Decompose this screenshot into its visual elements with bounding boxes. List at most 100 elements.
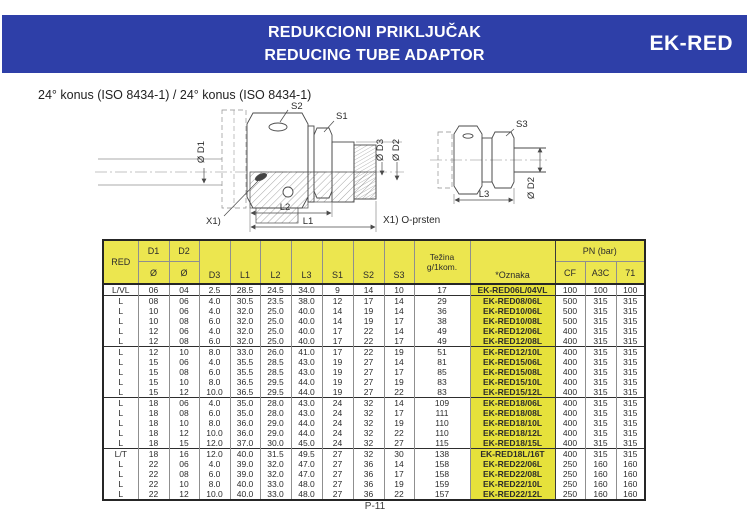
s2-label: S2 bbox=[291, 101, 303, 112]
cell-l3: 34.0 bbox=[290, 284, 323, 296]
cell-tezina: 158 bbox=[413, 459, 471, 469]
cell-oznaka: EK-RED15/08L bbox=[469, 367, 556, 377]
table-row: L 22 10 8.0 40.0 33.0 48.0 27 36 19 159 EK-RED22/10… bbox=[102, 479, 646, 489]
cell-tezina: 111 bbox=[413, 408, 471, 418]
cell-cf: 400 bbox=[554, 448, 586, 459]
cell-d1: 18 bbox=[137, 428, 170, 438]
l2-dim-label: L2 bbox=[280, 202, 291, 213]
cell-s1: 17 bbox=[321, 326, 354, 336]
cell-tezina: 158 bbox=[413, 469, 471, 479]
cell-d3: 6.0 bbox=[198, 367, 231, 377]
cell-a3c: 315 bbox=[584, 448, 617, 459]
cell-red: L bbox=[102, 295, 139, 306]
cell-l2: 33.0 bbox=[259, 479, 292, 489]
cell-d2: 10 bbox=[168, 479, 200, 489]
table-row: L 12 10 8.0 33.0 26.0 41.0 17 22 19 51 EK-RED12/10L… bbox=[102, 346, 646, 357]
cell-l1: 36.5 bbox=[229, 377, 261, 387]
cell-s2: 36 bbox=[352, 479, 385, 489]
table-row: L 22 06 4.0 39.0 32.0 47.0 27 36 14 158 EK-RED22/06… bbox=[102, 459, 646, 469]
col-header-s1: S1 bbox=[321, 240, 354, 284]
cell-a3c: 315 bbox=[584, 438, 617, 449]
table-row: L 15 08 6.0 35.5 28.5 43.0 19 27 17 85 EK-RED15/08L… bbox=[102, 367, 646, 377]
cell-cf: 400 bbox=[554, 387, 586, 398]
o-ring bbox=[254, 172, 268, 182]
cell-oznaka: EK-RED10/08L bbox=[469, 316, 556, 326]
header-bar: REDUKCIONI PRIKLJUČAK REDUCING TUBE ADAP… bbox=[2, 15, 747, 73]
cell-d1: 10 bbox=[137, 306, 170, 316]
cell-pn71: 315 bbox=[615, 408, 646, 418]
cell-cf: 250 bbox=[554, 469, 586, 479]
cell-d1: 22 bbox=[137, 469, 170, 479]
cell-oznaka: EK-RED08/06L bbox=[469, 295, 556, 306]
cell-l2: 29.5 bbox=[259, 387, 292, 398]
cell-l1: 36.0 bbox=[229, 428, 261, 438]
s3-label: S3 bbox=[516, 119, 528, 130]
cell-s3: 17 bbox=[383, 469, 415, 479]
cell-d1: 18 bbox=[137, 408, 170, 418]
cell-oznaka: EK-RED15/06L bbox=[469, 357, 556, 367]
cell-cf: 250 bbox=[554, 459, 586, 469]
cell-s2: 32 bbox=[352, 408, 385, 418]
cell-l1: 40.0 bbox=[229, 448, 261, 459]
cell-d2: 06 bbox=[168, 357, 200, 367]
cell-red: L bbox=[102, 336, 139, 347]
cell-s1: 14 bbox=[321, 306, 354, 316]
cell-oznaka: EK-RED18/10L bbox=[469, 418, 556, 428]
product-code: EK-RED bbox=[649, 32, 733, 55]
cell-pn71: 315 bbox=[615, 367, 646, 377]
cell-tezina: 49 bbox=[413, 326, 471, 336]
table-row: L/T 18 16 12.0 40.0 31.5 49.5 27 32 30 138 EK-RED18… bbox=[102, 448, 646, 459]
cell-l2: 25.0 bbox=[259, 306, 292, 316]
cell-d3: 6.0 bbox=[198, 469, 231, 479]
dimensions-table-wrap: RED D1 D2 D3 L1 L2 L3 S1 S2 S3 Težina g/… bbox=[102, 239, 647, 501]
col-header-d2-dia: Ø bbox=[168, 261, 200, 284]
cell-s3: 22 bbox=[383, 387, 415, 398]
cell-s2: 27 bbox=[352, 377, 385, 387]
cell-s1: 19 bbox=[321, 357, 354, 367]
col-header-pn: PN (bar) bbox=[554, 240, 646, 262]
cell-d1: 15 bbox=[137, 387, 170, 398]
cell-s3: 14 bbox=[383, 357, 415, 367]
cell-s3: 27 bbox=[383, 438, 415, 449]
cell-s3: 22 bbox=[383, 428, 415, 438]
cell-cf: 400 bbox=[554, 336, 586, 347]
cell-d1: 18 bbox=[137, 438, 170, 449]
cell-tezina: 83 bbox=[413, 377, 471, 387]
cell-pn71: 315 bbox=[615, 377, 646, 387]
cell-l1: 35.5 bbox=[229, 367, 261, 377]
cell-red: L bbox=[102, 438, 139, 449]
d2-dim-label: Ø D2 bbox=[391, 139, 402, 161]
cell-d2: 08 bbox=[168, 367, 200, 377]
cell-cf: 250 bbox=[554, 489, 586, 500]
cell-a3c: 160 bbox=[584, 479, 617, 489]
cell-s1: 27 bbox=[321, 459, 354, 469]
main-view-labels: S2 S1 L2 L1 X1) Ø D1 Ø D3 Ø D2 bbox=[196, 101, 402, 227]
cell-s2: 22 bbox=[352, 326, 385, 336]
cell-l1: 30.5 bbox=[229, 295, 261, 306]
cell-d1: 12 bbox=[137, 346, 170, 357]
cell-a3c: 315 bbox=[584, 408, 617, 418]
cell-d1: 08 bbox=[137, 295, 170, 306]
cell-d1: 22 bbox=[137, 489, 170, 500]
cell-s3: 19 bbox=[383, 418, 415, 428]
cell-cf: 400 bbox=[554, 346, 586, 357]
cell-oznaka: EK-RED12/10L bbox=[469, 346, 556, 357]
cell-d2: 16 bbox=[168, 448, 200, 459]
s1-label: S1 bbox=[336, 111, 348, 122]
cell-d2: 06 bbox=[168, 459, 200, 469]
cell-cf: 400 bbox=[554, 357, 586, 367]
cell-red: L bbox=[102, 357, 139, 367]
cell-s3: 17 bbox=[383, 336, 415, 347]
cell-d1: 06 bbox=[137, 284, 170, 296]
cell-d3: 4.0 bbox=[198, 397, 231, 408]
cell-tezina: 81 bbox=[413, 357, 471, 367]
col-header-71: 71 bbox=[615, 261, 646, 284]
cell-l3: 43.0 bbox=[290, 397, 323, 408]
cell-cf: 250 bbox=[554, 479, 586, 489]
cell-pn71: 315 bbox=[615, 418, 646, 428]
cell-a3c: 160 bbox=[584, 489, 617, 500]
cell-pn71: 315 bbox=[615, 438, 646, 449]
cell-l3: 44.0 bbox=[290, 377, 323, 387]
cell-tezina: 157 bbox=[413, 489, 471, 500]
cell-oznaka: EK-RED18/12L bbox=[469, 428, 556, 438]
